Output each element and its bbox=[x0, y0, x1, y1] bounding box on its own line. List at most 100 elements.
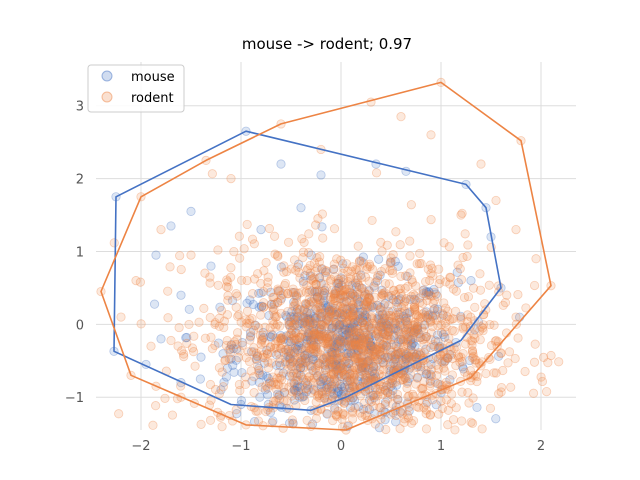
point-rodent bbox=[359, 320, 369, 331]
point-mouse bbox=[409, 325, 419, 335]
point-rodent bbox=[270, 379, 281, 390]
point-rodent bbox=[289, 311, 299, 322]
point-rodent bbox=[346, 272, 356, 282]
point-mouse bbox=[333, 369, 344, 379]
point-rodent bbox=[391, 315, 402, 325]
point-rodent bbox=[310, 341, 321, 352]
point-rodent bbox=[306, 344, 316, 354]
point-rodent bbox=[305, 300, 315, 310]
hull-outlines bbox=[100, 81, 552, 431]
point-mouse bbox=[300, 350, 310, 360]
point-rodent bbox=[276, 344, 286, 354]
point-mouse bbox=[349, 395, 360, 405]
point-rodent bbox=[429, 287, 440, 297]
point-mouse bbox=[301, 386, 312, 397]
point-rodent bbox=[273, 392, 283, 403]
point-mouse bbox=[380, 397, 391, 407]
point-rodent bbox=[427, 322, 438, 332]
point-rodent bbox=[432, 306, 443, 316]
point-rodent bbox=[338, 409, 348, 419]
point-mouse bbox=[343, 323, 353, 334]
point-rodent bbox=[329, 259, 339, 269]
point-rodent bbox=[457, 208, 467, 218]
point-rodent bbox=[333, 282, 343, 292]
point-mouse bbox=[384, 291, 394, 301]
point-rodent bbox=[313, 285, 323, 296]
point-rodent bbox=[364, 293, 374, 304]
point-rodent bbox=[439, 238, 449, 248]
point-mouse bbox=[344, 358, 354, 369]
point-mouse bbox=[264, 378, 275, 388]
point-mouse bbox=[377, 285, 387, 295]
point-rodent bbox=[476, 159, 486, 169]
point-mouse bbox=[381, 321, 391, 331]
point-rodent bbox=[337, 367, 347, 377]
point-rodent bbox=[393, 307, 403, 317]
point-rodent bbox=[249, 274, 260, 284]
point-rodent bbox=[355, 367, 365, 377]
point-rodent bbox=[293, 315, 303, 325]
point-rodent bbox=[392, 346, 402, 356]
point-rodent bbox=[291, 334, 301, 344]
point-rodent bbox=[410, 324, 421, 334]
point-mouse bbox=[345, 290, 356, 300]
point-rodent bbox=[447, 370, 458, 380]
point-rodent bbox=[412, 402, 422, 412]
point-rodent bbox=[286, 287, 297, 297]
point-rodent bbox=[379, 344, 389, 354]
point-rodent bbox=[109, 238, 119, 248]
point-rodent bbox=[295, 273, 305, 283]
point-mouse bbox=[287, 361, 297, 372]
point-rodent bbox=[333, 340, 343, 350]
point-rodent bbox=[325, 344, 335, 354]
point-mouse bbox=[412, 349, 422, 360]
point-rodent bbox=[358, 362, 368, 372]
point-mouse bbox=[368, 390, 378, 400]
point-mouse bbox=[445, 375, 455, 385]
point-rodent bbox=[286, 334, 296, 344]
point-mouse bbox=[378, 340, 388, 350]
point-mouse bbox=[421, 344, 431, 354]
point-rodent bbox=[442, 353, 452, 363]
point-mouse bbox=[366, 340, 376, 351]
point-rodent bbox=[288, 301, 299, 311]
point-rodent bbox=[354, 311, 364, 321]
point-rodent bbox=[288, 371, 298, 382]
point-rodent bbox=[396, 317, 406, 327]
point-rodent bbox=[458, 252, 468, 263]
point-mouse bbox=[369, 373, 379, 383]
point-mouse bbox=[322, 303, 332, 313]
point-rodent bbox=[368, 340, 378, 351]
point-mouse bbox=[327, 339, 337, 349]
point-rodent bbox=[287, 391, 297, 401]
point-rodent bbox=[259, 266, 269, 276]
point-rodent bbox=[352, 354, 363, 364]
point-rodent bbox=[441, 322, 451, 332]
point-rodent bbox=[313, 329, 323, 339]
point-mouse bbox=[267, 330, 278, 340]
point-rodent bbox=[315, 345, 326, 355]
point-rodent bbox=[384, 310, 394, 320]
point-rodent bbox=[317, 388, 327, 399]
point-rodent bbox=[299, 390, 309, 400]
point-rodent bbox=[409, 320, 419, 330]
point-mouse bbox=[254, 377, 264, 387]
point-rodent bbox=[273, 336, 283, 346]
point-rodent bbox=[296, 288, 306, 298]
point-rodent bbox=[351, 327, 361, 337]
point-rodent bbox=[440, 327, 450, 337]
legend-label-mouse: mouse bbox=[131, 70, 175, 85]
point-rodent bbox=[352, 341, 362, 351]
point-rodent bbox=[400, 271, 411, 281]
point-rodent bbox=[284, 317, 294, 327]
point-rodent bbox=[325, 357, 335, 367]
point-rodent bbox=[325, 320, 335, 330]
point-rodent bbox=[420, 334, 430, 344]
point-mouse bbox=[316, 379, 326, 390]
point-rodent bbox=[309, 330, 319, 340]
point-rodent bbox=[320, 265, 330, 276]
point-mouse bbox=[391, 354, 401, 364]
point-mouse bbox=[228, 343, 239, 354]
point-rodent bbox=[355, 350, 365, 361]
point-rodent bbox=[339, 263, 349, 273]
